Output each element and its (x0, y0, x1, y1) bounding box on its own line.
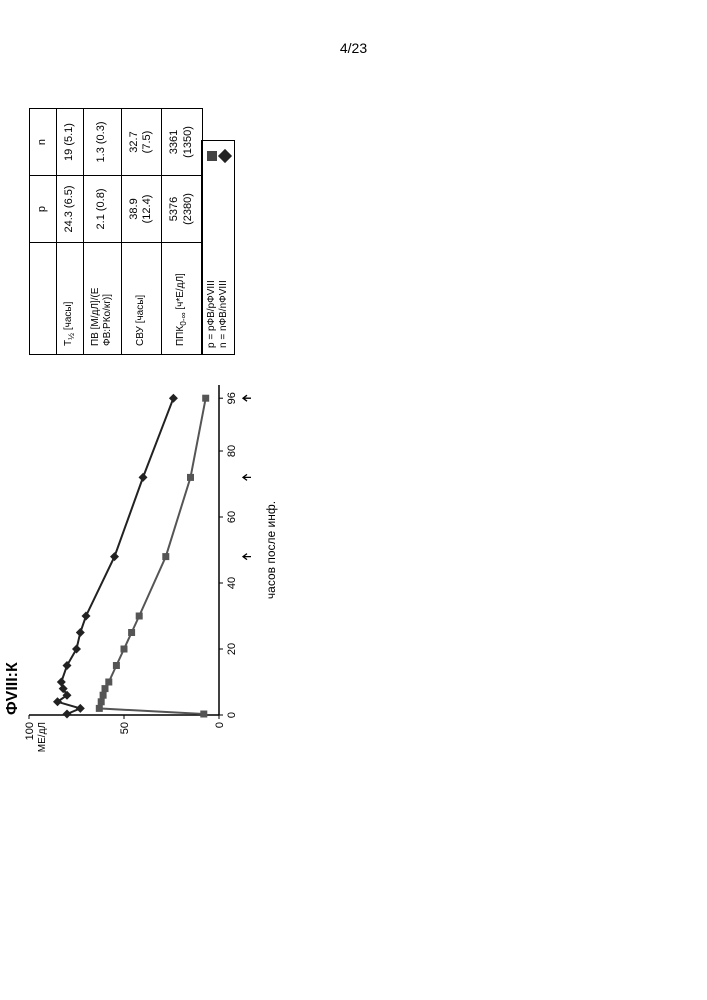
legend-line-p: p = pФВ/pФVIII (206, 280, 218, 348)
svg-text:40: 40 (226, 577, 238, 589)
svg-text:20: 20 (226, 643, 238, 655)
page-number: 4/23 (340, 40, 367, 56)
x-axis-title: часов после инф. (264, 385, 278, 715)
legend: p = pФВ/pФVIII n = nФВ/nФVIII (201, 140, 235, 355)
line-chart: 0 50 100МЕ/дЛ 0 20 40 60 80 96 (24, 380, 259, 760)
svg-text:80: 80 (226, 445, 238, 457)
svg-text:60: 60 (226, 511, 238, 523)
svg-text:0: 0 (226, 712, 238, 718)
chart-title: ФVIII:К (4, 380, 22, 715)
pk-table: pnT½ [часы]24.3 (6.5)19 (5.1)ПВ [М/дЛ]/(… (29, 108, 203, 355)
chart-row: ФVIII:К 0 50 100МЕ/дЛ 0 20 40 60 80 96 часов пос… (4, 260, 278, 760)
legend-line-n: n = nФВ/nФVIII (218, 280, 230, 348)
chart-block: ФVIII:К 0 50 100МЕ/дЛ 0 20 40 60 80 96 часов пос… (4, 380, 278, 760)
square-marker-icon (207, 151, 217, 161)
legend-markers (207, 147, 230, 161)
svg-text:МЕ/дЛ: МЕ/дЛ (37, 722, 48, 752)
svg-text:96: 96 (226, 392, 238, 404)
svg-text:0: 0 (214, 722, 226, 728)
svg-text:50: 50 (119, 722, 131, 734)
diamond-marker-icon (217, 149, 231, 163)
legend-text: p = pФВ/pФVIII n = nФВ/nФVIII (206, 280, 230, 348)
svg-text:100: 100 (24, 722, 36, 740)
figure-container: ФИГ. 3 ФVIII:К 050100МЕ/дЛ02040608096 ча… (0, 260, 707, 760)
table-block: pnT½ [часы]24.3 (6.5)19 (5.1)ПВ [М/дЛ]/(… (4, 108, 235, 380)
